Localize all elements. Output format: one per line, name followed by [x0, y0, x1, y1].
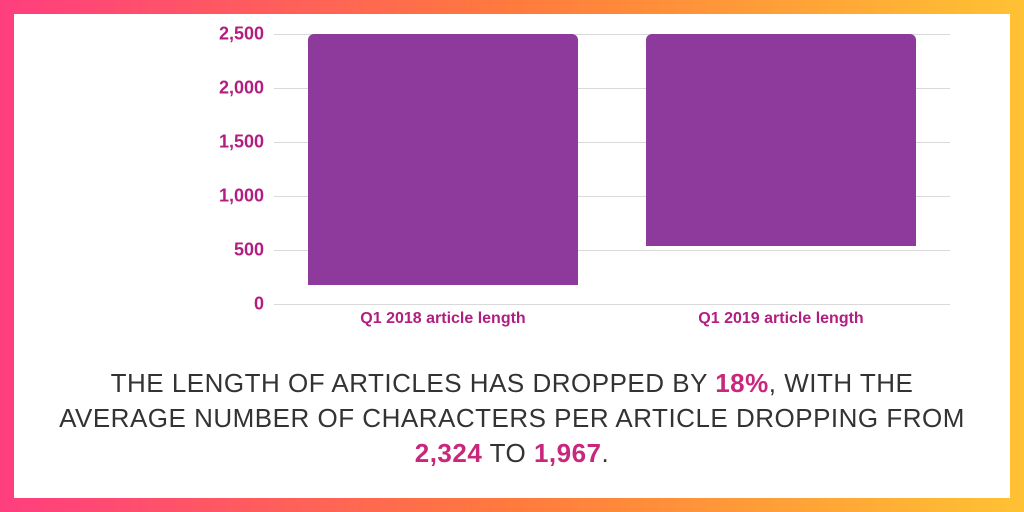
y-tick-label: 2,000 — [204, 78, 264, 99]
gradient-frame: 0 500 1,000 1,500 2,000 2,500 Q1 2018 article… — [0, 0, 1024, 512]
y-tick-label: 500 — [204, 240, 264, 261]
bar-category-label: Q1 2018 article length — [360, 310, 525, 328]
caption-highlight: 18% — [715, 368, 769, 398]
bar — [646, 34, 916, 246]
caption-segment: THE LENGTH OF ARTICLES HAS DROPPED BY — [111, 368, 716, 398]
content-panel: 0 500 1,000 1,500 2,000 2,500 Q1 2018 article… — [14, 14, 1010, 498]
y-tick-label: 2,500 — [204, 24, 264, 45]
y-tick-label: 1,000 — [204, 186, 264, 207]
bar-category-label: Q1 2019 article length — [698, 310, 863, 328]
caption-highlight: 2,324 — [415, 438, 483, 468]
bars-container: Q1 2018 article lengthQ1 2019 article le… — [274, 34, 950, 304]
source-attribution: Source: Onclusive 2019 Global Journalism… — [698, 483, 1000, 498]
gridline — [274, 304, 950, 305]
bar-slot: Q1 2018 article length — [274, 34, 612, 304]
bar-slot: Q1 2019 article length — [612, 34, 950, 304]
y-tick-label: 0 — [204, 294, 264, 315]
y-tick-label: 1,500 — [204, 132, 264, 153]
caption-text: THE LENGTH OF ARTICLES HAS DROPPED BY 18… — [14, 366, 1010, 471]
bar — [308, 34, 578, 285]
bar-chart: 0 500 1,000 1,500 2,000 2,500 Q1 2018 article… — [14, 24, 1010, 324]
caption-segment: TO — [482, 438, 534, 468]
caption-segment: . — [602, 438, 610, 468]
caption-highlight: 1,967 — [534, 438, 602, 468]
y-axis: 0 500 1,000 1,500 2,000 2,500 — [14, 24, 264, 324]
